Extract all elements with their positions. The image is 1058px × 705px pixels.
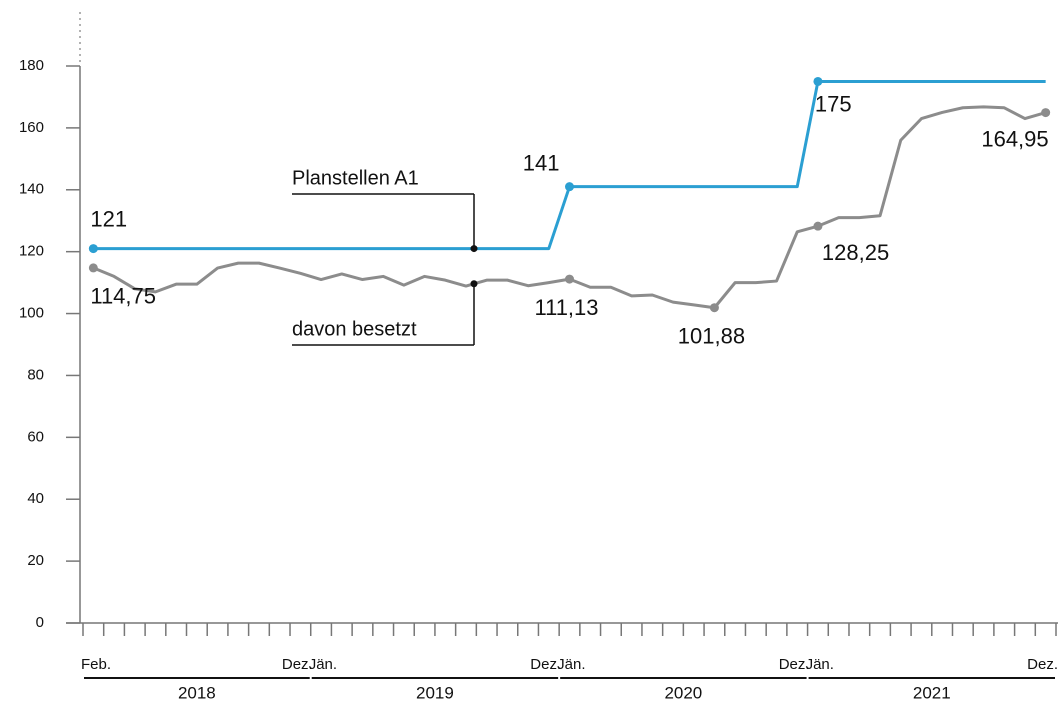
point bbox=[1041, 108, 1051, 118]
x-tick-label: Jän. bbox=[557, 656, 585, 673]
legend-dot bbox=[470, 280, 478, 288]
y-tick-label: 120 bbox=[19, 243, 44, 260]
point bbox=[565, 274, 574, 284]
value-label: 175 bbox=[815, 91, 852, 116]
year-label: 2019 bbox=[416, 683, 454, 702]
point bbox=[813, 76, 823, 86]
y-tick-label: 140 bbox=[19, 181, 44, 198]
value-label: 164,95 bbox=[981, 126, 1048, 151]
value-label: 121 bbox=[90, 206, 127, 231]
x-tick-label: Jän. bbox=[806, 656, 834, 673]
year-label: 2018 bbox=[178, 683, 216, 702]
x-tick-label: Dez. bbox=[1027, 656, 1058, 673]
legend-dot bbox=[470, 245, 478, 253]
value-label: 141 bbox=[523, 150, 560, 175]
point bbox=[565, 182, 574, 192]
y-tick-label: 40 bbox=[27, 490, 44, 507]
point bbox=[813, 221, 823, 231]
y-tick-label: 20 bbox=[27, 552, 44, 569]
y-tick-label: 0 bbox=[36, 614, 44, 631]
point bbox=[88, 263, 98, 273]
y-tick-label: 160 bbox=[19, 119, 44, 136]
value-label: 114,75 bbox=[90, 284, 156, 309]
y-tick-label: 180 bbox=[19, 57, 44, 74]
series-line bbox=[93, 79, 1046, 251]
value-label: 111,13 bbox=[534, 295, 598, 320]
y-tick-label: 80 bbox=[27, 366, 44, 383]
x-tick-label: Dez. bbox=[282, 656, 313, 673]
year-label: 2021 bbox=[913, 683, 951, 702]
x-tick-label: Dez. bbox=[779, 656, 810, 673]
x-tick-label: Jän. bbox=[309, 656, 337, 673]
value-label: 128,25 bbox=[822, 240, 889, 265]
legend-label: davon besetzt bbox=[292, 318, 417, 340]
y-tick-label: 100 bbox=[19, 305, 44, 322]
value-label: 101,88 bbox=[678, 324, 745, 349]
point bbox=[709, 303, 719, 313]
year-label: 2020 bbox=[664, 683, 702, 702]
point bbox=[88, 244, 98, 254]
x-tick-label: Feb. bbox=[81, 656, 111, 673]
y-tick-label: 60 bbox=[27, 428, 44, 445]
legend-label: Planstellen A1 bbox=[292, 167, 419, 189]
x-tick-label: Dez. bbox=[530, 656, 561, 673]
